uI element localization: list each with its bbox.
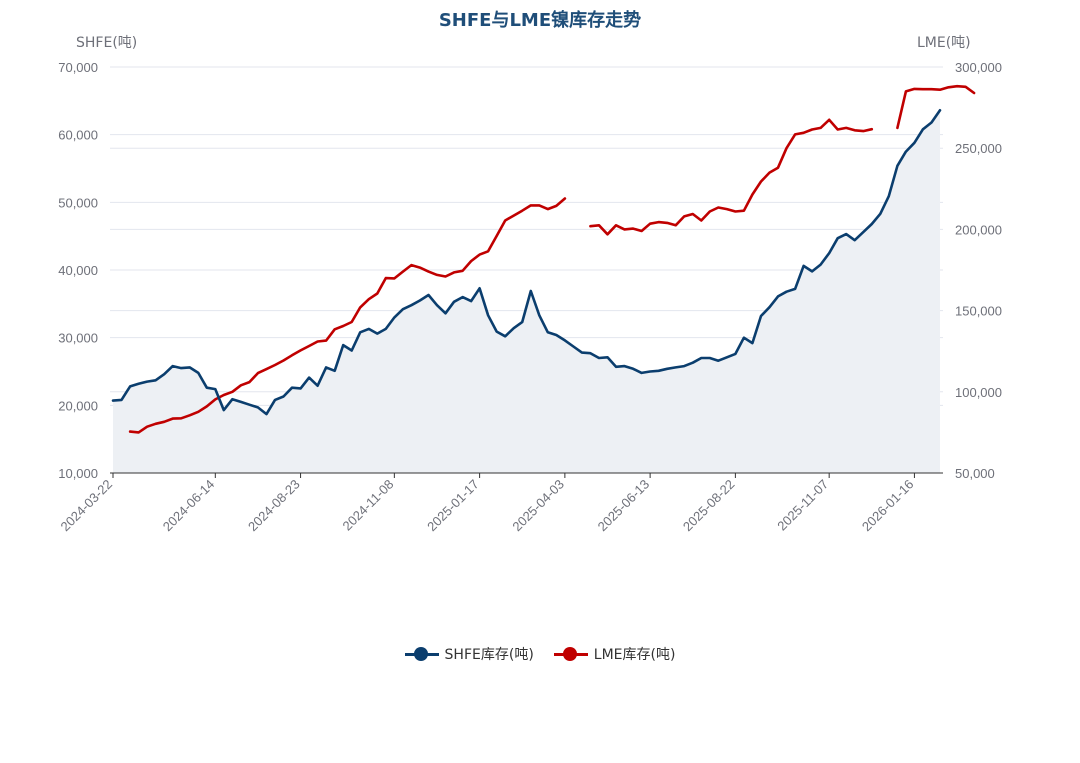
x-tick-label: 2025-06-13 [595,477,653,535]
shfe-area [113,110,940,474]
x-tick-label: 2025-01-17 [424,477,482,535]
x-tick-label: 2026-01-16 [859,477,917,535]
chart-title: SHFE与LME镍库存走势 [438,10,642,31]
legend-item-shfe[interactable]: SHFE库存(吨) [404,644,534,664]
y-left-tick-label: 50,000 [58,195,98,210]
legend-label-shfe: SHFE库存(吨) [444,647,534,663]
y-right-tick-label: 50,000 [955,466,995,481]
legend-swatch-shfe-icon [404,647,439,661]
y-left-tick-label: 70,000 [58,60,98,75]
shfe-series-line [111,109,942,416]
legend-item-lme[interactable]: LME库存(吨) [553,644,676,664]
x-tick-label: 2024-03-22 [57,477,115,535]
x-tick-label: 2025-08-22 [680,477,738,535]
legend-label-lme: LME库存(吨) [593,647,676,663]
y-right-tick-label: 100,000 [955,385,1002,400]
y-left-tick-label: 20,000 [58,398,98,413]
lme-series-line [128,84,976,434]
x-tick-label: 2024-11-08 [340,477,397,534]
x-tick-label: 2024-08-23 [245,477,303,535]
y-left-tick-label: 60,000 [58,128,98,143]
y-left-tick-label: 40,000 [58,263,98,278]
x-tick-label: 2024-06-14 [160,477,218,535]
y-right-tick-label: 300,000 [955,60,1002,75]
left-axis-label: SHFE(吨) [76,35,138,51]
legend-swatch-lme-icon [553,647,588,661]
y-right-tick-label: 200,000 [955,222,1002,237]
x-tick-label: 2025-11-07 [774,477,831,534]
y-right-tick-label: 150,000 [955,304,1002,319]
right-axis-label: LME(吨) [917,35,971,51]
x-tick-label: 2025-04-03 [509,477,567,535]
y-left-tick-label: 30,000 [58,331,98,346]
y-right-tick-label: 250,000 [955,141,1002,156]
legend: SHFE库存(吨) LME库存(吨) [0,644,1080,664]
y-left-tick-label: 10,000 [58,466,98,481]
